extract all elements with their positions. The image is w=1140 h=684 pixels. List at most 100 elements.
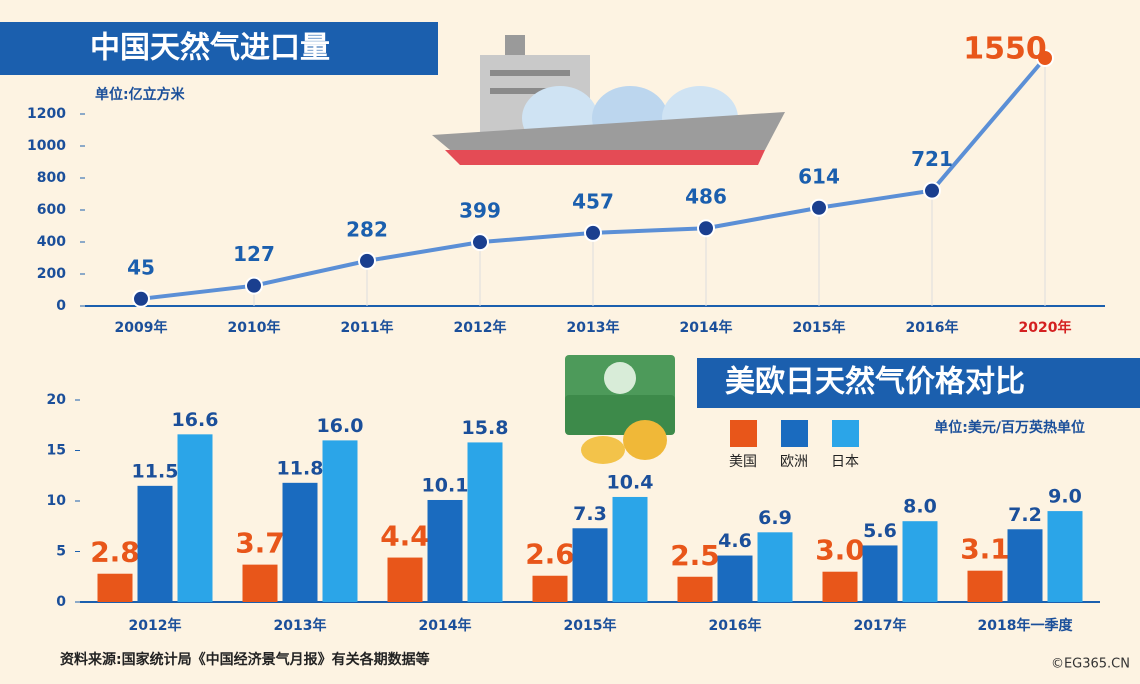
value-label: 127 [233, 242, 275, 266]
value-label: 486 [685, 185, 727, 209]
value-label: 16.6 [172, 409, 219, 431]
value-label: 11.8 [277, 457, 324, 479]
y-tick-label: 1000 [27, 138, 66, 154]
y-tick-label: 800 [37, 170, 66, 186]
bar [862, 545, 898, 602]
value-label: 10.4 [607, 471, 654, 493]
x-tick-label: 2013年 [274, 617, 327, 634]
x-tick-label: 2016年 [709, 617, 762, 634]
bar [137, 485, 173, 602]
x-tick-label: 2012年 [129, 617, 182, 634]
value-label: 8.0 [903, 496, 937, 518]
point [132, 289, 150, 308]
x-tick-label: 2020年 [1019, 319, 1072, 336]
bar [532, 575, 568, 602]
point [923, 181, 941, 200]
bar [177, 434, 213, 602]
y-tick-label: 400 [37, 234, 66, 250]
point [810, 198, 828, 217]
y-tick-label: 0 [56, 594, 66, 610]
value-label: 457 [572, 189, 614, 213]
value-label: 6.9 [758, 507, 792, 529]
point [471, 233, 489, 252]
legend-label: 欧洲 [780, 454, 808, 470]
value-label: 9.0 [1048, 486, 1082, 508]
bar [242, 564, 278, 602]
bar [677, 576, 713, 602]
source: 资料来源:国家统计局《中国经济景气月报》有关各期数据等 [60, 651, 430, 668]
bar [1007, 529, 1043, 602]
y-tick-label: 15 [47, 443, 66, 459]
value-label: 282 [346, 217, 388, 241]
x-tick-label: 2009年 [115, 319, 168, 336]
point [584, 223, 602, 242]
value-label: 45 [127, 255, 155, 279]
y-tick-label: 200 [37, 266, 66, 282]
value-label: 10.1 [422, 474, 469, 496]
value-label: 399 [459, 199, 501, 223]
bar [757, 532, 793, 602]
value-label: 3.1 [960, 533, 1010, 566]
y-tick-label: 1200 [27, 106, 66, 122]
x-tick-label: 2011年 [341, 319, 394, 336]
credit: ©EG365.CN [1051, 657, 1130, 672]
money-icon [565, 355, 675, 464]
bar [902, 521, 938, 602]
chart-title: 美欧日天然气价格对比 [725, 365, 1025, 400]
legend-swatch [832, 420, 859, 447]
bar [282, 482, 318, 602]
bar [572, 528, 608, 602]
title-banner [697, 358, 1140, 408]
bar [612, 496, 648, 602]
legend-label: 日本 [831, 454, 859, 470]
y-tick-label: 0 [56, 298, 66, 314]
x-tick-label: 2014年 [419, 617, 472, 634]
x-tick-label: 2015年 [564, 617, 617, 634]
x-tick-label: 2014年 [680, 319, 733, 336]
value-label: 721 [911, 147, 953, 171]
value-label: 2.6 [525, 538, 575, 571]
x-tick-label: 2015年 [793, 319, 846, 336]
x-tick-label: 2018年一季度 [978, 617, 1074, 634]
x-tick-label: 2017年 [854, 617, 907, 634]
value-label: 7.2 [1008, 504, 1042, 526]
value-label: 2.8 [90, 536, 140, 569]
bar [322, 440, 358, 602]
value-label: 11.5 [132, 460, 179, 482]
point [358, 251, 376, 270]
value-label: 5.6 [863, 520, 897, 542]
y-tick-label: 10 [47, 493, 67, 509]
value-label: 7.3 [573, 503, 607, 525]
bar [97, 573, 133, 602]
legend-swatch [781, 420, 808, 447]
value-label: 2.5 [670, 539, 720, 572]
unit-label: 单位:美元/百万英热单位 [934, 419, 1085, 436]
unit-label: 单位:亿立方米 [95, 86, 186, 103]
bar [467, 442, 503, 602]
value-label: 3.7 [235, 527, 285, 560]
point [245, 276, 263, 295]
x-tick-label: 2013年 [567, 319, 620, 336]
chart-title: 中国天然气进口量 [90, 31, 330, 66]
x-tick-label: 2010年 [228, 319, 281, 336]
bar [427, 499, 463, 602]
bar [717, 555, 753, 602]
value-label: 1550 [963, 32, 1047, 67]
ship-icon [432, 35, 785, 165]
value-label: 3.0 [815, 534, 865, 567]
bar [822, 571, 858, 602]
legend-swatch [730, 420, 757, 447]
value-label: 4.6 [718, 530, 752, 552]
title-banner [0, 22, 438, 75]
point [697, 219, 715, 238]
x-tick-label: 2016年 [906, 319, 959, 336]
bar [387, 557, 423, 602]
y-tick-label: 5 [56, 544, 66, 560]
y-tick-label: 600 [37, 202, 66, 218]
value-label: 614 [798, 164, 840, 188]
bar [967, 570, 1003, 602]
point [1036, 49, 1054, 67]
x-tick-label: 2012年 [454, 319, 507, 336]
value-label: 16.0 [317, 415, 364, 437]
